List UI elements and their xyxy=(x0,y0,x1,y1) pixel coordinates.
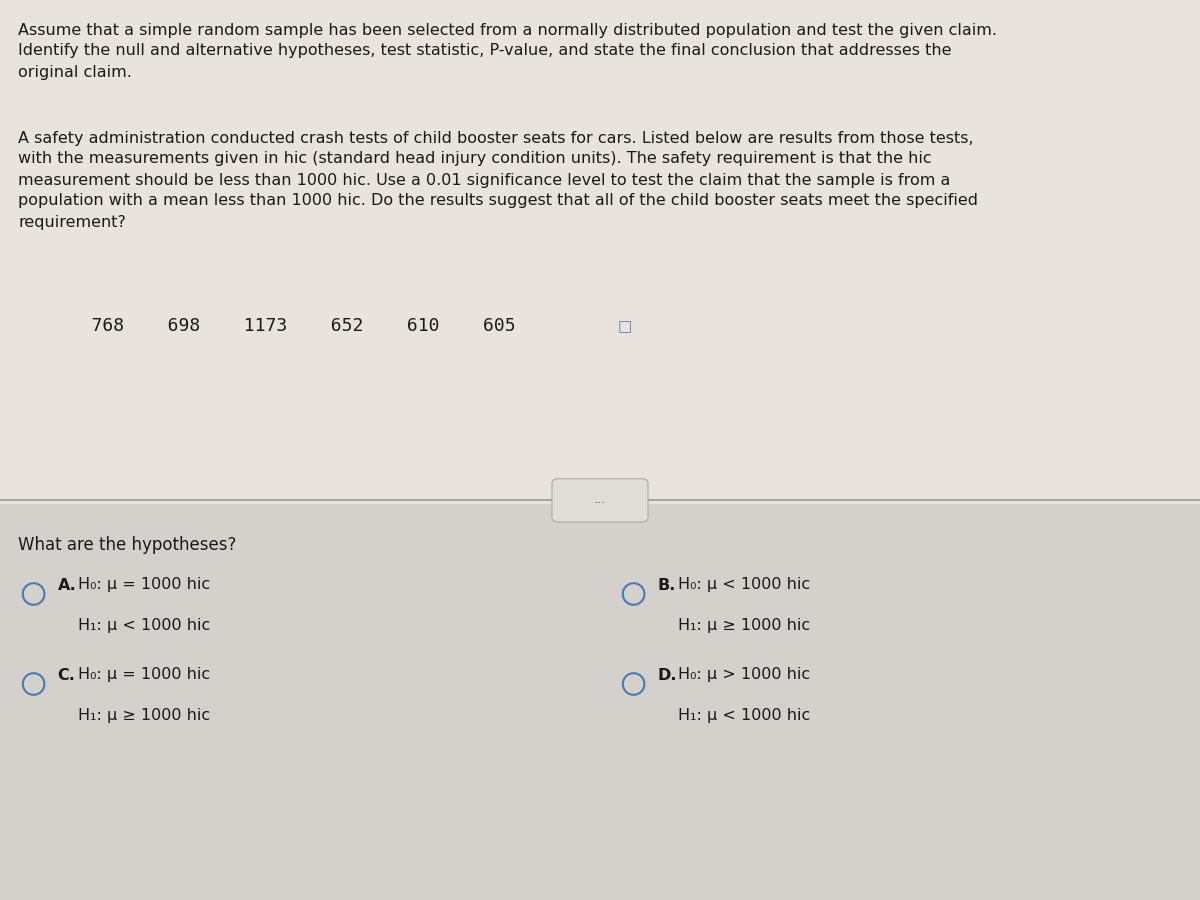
Text: H₀: μ < 1000 hic: H₀: μ < 1000 hic xyxy=(678,578,810,592)
Text: H₁: μ ≥ 1000 hic: H₁: μ ≥ 1000 hic xyxy=(78,708,210,723)
Text: 768    698    1173    652    610    605: 768 698 1173 652 610 605 xyxy=(48,317,516,335)
Text: H₁: μ < 1000 hic: H₁: μ < 1000 hic xyxy=(678,708,810,723)
Text: A.: A. xyxy=(58,578,77,592)
Text: ...: ... xyxy=(594,493,606,506)
Text: H₁: μ ≥ 1000 hic: H₁: μ ≥ 1000 hic xyxy=(678,618,810,633)
Text: Assume that a simple random sample has been selected from a normally distributed: Assume that a simple random sample has b… xyxy=(18,22,997,79)
Text: H₀: μ > 1000 hic: H₀: μ > 1000 hic xyxy=(678,668,810,682)
Text: H₁: μ < 1000 hic: H₁: μ < 1000 hic xyxy=(78,618,210,633)
Text: What are the hypotheses?: What are the hypotheses? xyxy=(18,536,236,554)
Text: B.: B. xyxy=(658,578,676,592)
FancyBboxPatch shape xyxy=(0,0,1200,504)
FancyBboxPatch shape xyxy=(552,479,648,522)
Text: D.: D. xyxy=(658,668,677,682)
Text: A safety administration conducted crash tests of child booster seats for cars. L: A safety administration conducted crash … xyxy=(18,130,978,230)
Text: C.: C. xyxy=(58,668,76,682)
Text: □: □ xyxy=(618,320,632,335)
Text: H₀: μ = 1000 hic: H₀: μ = 1000 hic xyxy=(78,578,210,592)
Text: H₀: μ = 1000 hic: H₀: μ = 1000 hic xyxy=(78,668,210,682)
